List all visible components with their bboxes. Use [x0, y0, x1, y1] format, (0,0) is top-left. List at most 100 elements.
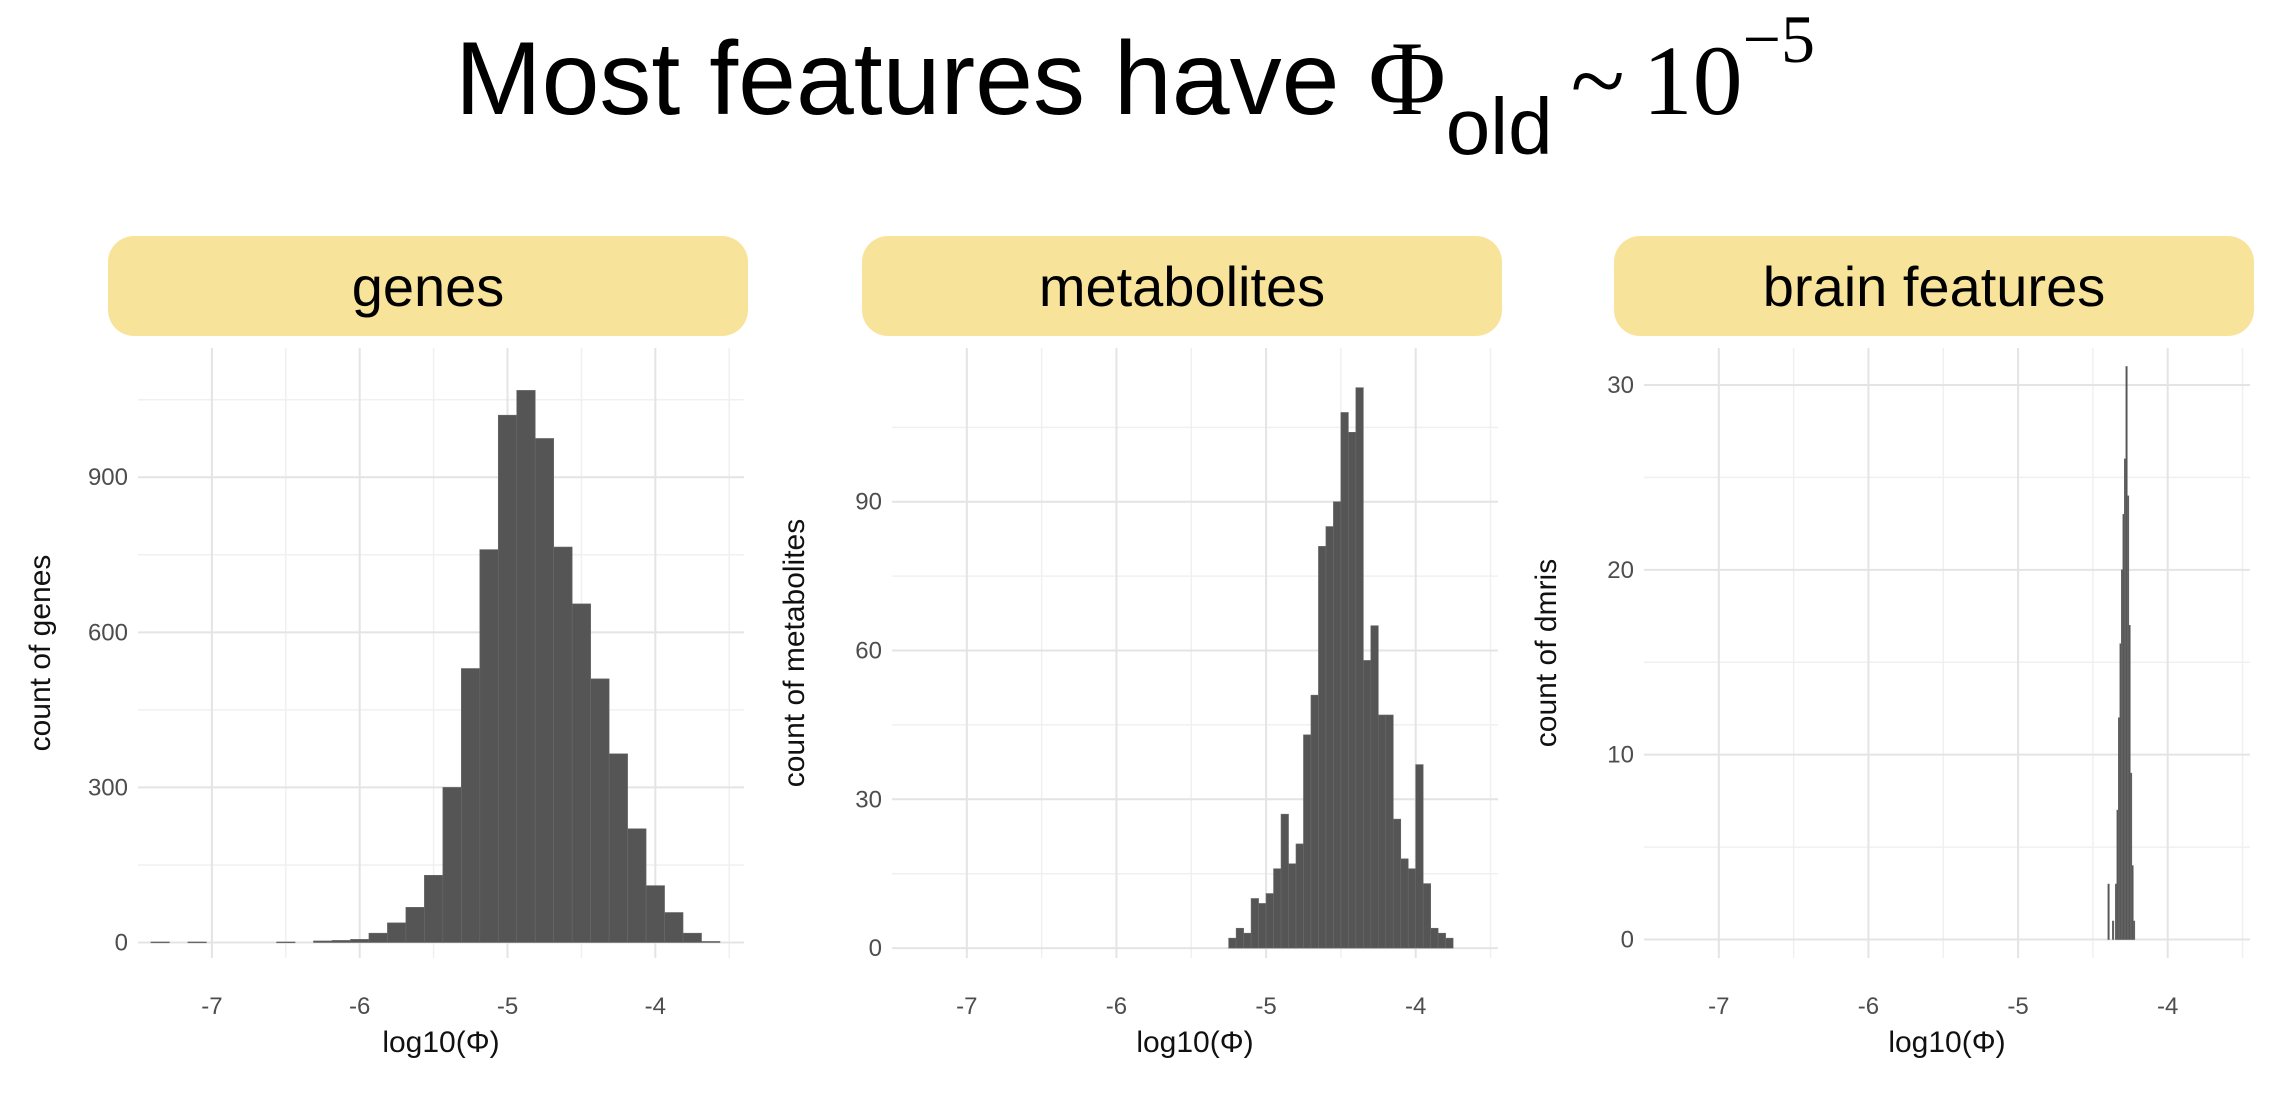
metabolites-y-tick-label: 30	[855, 786, 882, 813]
brain-features-histogram-bar	[2129, 772, 2133, 940]
genes-histogram-bar	[479, 549, 499, 943]
genes-histogram-bar	[627, 828, 647, 943]
metabolites-histogram-bar	[1235, 927, 1244, 949]
metabolites-histogram-bar	[1407, 868, 1417, 949]
genes-histogram-bar	[368, 932, 388, 943]
brain-features-panel-label: brain features	[1762, 254, 2106, 318]
metabolites-histogram-bar	[1400, 858, 1409, 949]
metabolites-histogram-bar	[1325, 526, 1334, 949]
metabolites-histogram-bar	[1363, 660, 1372, 949]
metabolites-histogram-bar	[1415, 764, 1424, 949]
genes-histogram-bar	[701, 941, 721, 943]
genes-panel-label: genes	[351, 254, 505, 318]
metabolites-histogram-bar	[1422, 883, 1431, 949]
genes-histogram-bar	[664, 912, 684, 943]
metabolites-histogram-bar	[1430, 927, 1439, 949]
title-subscript: old	[1445, 82, 1553, 171]
metabolites-histogram-bar	[1370, 625, 1379, 949]
metabolites-panel: metabolites -7 -6 -5 -4 0 30 60 90 log10(Φ) count…	[778, 236, 1542, 1066]
metabolites-histogram-bar	[1258, 903, 1267, 949]
metabolites-histogram-bar	[1273, 868, 1282, 949]
brain-features-y-axis-title: count of dmris	[1530, 559, 1563, 747]
metabolites-x-tick-label: -5	[1255, 993, 1276, 1020]
metabolites-histogram-bar	[1243, 932, 1252, 949]
brain-features-x-tick-label: -6	[1858, 993, 1879, 1020]
genes-histogram-bar	[534, 438, 555, 943]
genes-panel-strip: genes	[108, 236, 748, 336]
genes-y-axis-title: count of genes	[24, 555, 57, 752]
genes-histogram-bar	[442, 787, 462, 943]
genes-histogram-bar	[331, 940, 351, 943]
genes-histogram-bar	[424, 874, 444, 943]
brain-features-x-axis-title: log10(Φ)	[1888, 1026, 2005, 1059]
metabolites-histogram-bar	[1288, 863, 1297, 949]
metabolites-panel-strip: metabolites	[862, 236, 1502, 336]
metabolites-histogram-bar	[1377, 714, 1387, 949]
metabolites-histogram-bar	[1445, 937, 1454, 949]
genes-histogram-bar	[387, 922, 407, 943]
genes-histogram-bar	[405, 907, 425, 943]
genes-histogram-bar	[313, 940, 333, 943]
metabolites-histogram-bar	[1348, 432, 1357, 949]
metabolites-y-tick-label: 90	[855, 489, 882, 516]
brain-features-histogram: -7 -6 -5 -4 0 10 20 30 log10(Φ) count of dmris	[1530, 348, 2250, 1059]
metabolites-y-tick-label: 60	[855, 638, 882, 665]
genes-histogram-bar	[150, 941, 170, 944]
genes-histogram-bar	[516, 390, 536, 943]
metabolites-histogram-bar	[1265, 893, 1274, 949]
brain-features-histogram-bar	[2131, 865, 2134, 940]
metabolites-x-tick-label: -6	[1106, 993, 1127, 1020]
genes-histogram: -7 -6 -5 -4 0 300 600 900 log10(Φ) count of genes	[24, 348, 744, 1059]
title-phi-symbol: Φ	[1368, 20, 1446, 137]
brain-features-panel: brain features -7 -6 -5 -4 0 10 20 30 log10(Φ) co…	[1530, 236, 2270, 1066]
brain-features-histogram-bar	[2132, 920, 2136, 940]
metabolites-histogram-bar	[1318, 546, 1327, 949]
metabolites-histogram: -7 -6 -5 -4 0 30 60 90 log10(Φ) count of metaboli…	[778, 348, 1498, 1059]
metabolites-y-axis-title: count of metabolites	[778, 519, 811, 788]
genes-histogram-bar	[682, 932, 702, 943]
brain-features-x-tick-label: -4	[2157, 993, 2178, 1020]
genes-x-tick-label: -4	[645, 993, 666, 1020]
brain-features-y-tick-label: 30	[1607, 372, 1634, 399]
genes-x-tick-label: -5	[497, 993, 518, 1020]
page-title: Most features have Φold ~10−5	[0, 1, 2270, 171]
metabolites-histogram-bar	[1228, 937, 1237, 949]
genes-histogram-bar	[497, 414, 518, 943]
brain-features-y-tick-label: 10	[1607, 742, 1634, 769]
brain-features-histogram-bar	[2107, 883, 2110, 940]
metabolites-histogram-bar	[1295, 843, 1304, 949]
genes-y-tick-label: 600	[88, 619, 128, 646]
brain-features-x-tick-label: -5	[2007, 993, 2028, 1020]
brain-features-panel-strip: brain features	[1614, 236, 2254, 336]
metabolites-histogram-bar	[1355, 387, 1364, 949]
brain-features-histogram-bar	[2112, 920, 2115, 940]
genes-histogram-bar	[645, 885, 665, 943]
metabolites-y-tick-label: 0	[869, 935, 882, 962]
genes-histogram-bar	[608, 753, 628, 943]
metabolites-histogram-bar	[1392, 818, 1402, 949]
genes-y-tick-label: 300	[88, 774, 128, 801]
genes-x-tick-label: -7	[201, 993, 222, 1020]
metabolites-x-tick-label: -7	[956, 993, 977, 1020]
genes-histogram-bar	[350, 939, 370, 943]
brain-features-x-tick-label: -7	[1708, 993, 1729, 1020]
genes-x-axis-title: log10(Φ)	[382, 1026, 499, 1059]
metabolites-panel-label: metabolites	[1038, 254, 1326, 318]
title-exponent: −5	[1742, 1, 1816, 77]
metabolites-histogram-bar	[1340, 412, 1349, 949]
genes-histogram-bar	[553, 546, 573, 943]
genes-histogram-bar	[571, 603, 591, 943]
metabolites-histogram-bar	[1385, 714, 1394, 949]
metabolites-histogram-bar	[1250, 898, 1259, 949]
metabolites-x-tick-label: -4	[1405, 993, 1426, 1020]
genes-histogram-bar	[187, 941, 207, 944]
metabolites-histogram-bar	[1437, 932, 1446, 949]
genes-histogram-bar	[276, 941, 296, 944]
title-base: 10	[1642, 25, 1743, 136]
brain-features-y-tick-label: 20	[1607, 557, 1634, 584]
metabolites-histogram-bar	[1303, 734, 1312, 949]
genes-panel: genes -7 -6 -5 -4 0 300 600 900 log10(Φ) count of…	[24, 236, 788, 1066]
genes-y-tick-label: 900	[88, 464, 128, 491]
metabolites-x-axis-title: log10(Φ)	[1136, 1026, 1253, 1059]
title-text: Most features have	[454, 21, 1369, 137]
